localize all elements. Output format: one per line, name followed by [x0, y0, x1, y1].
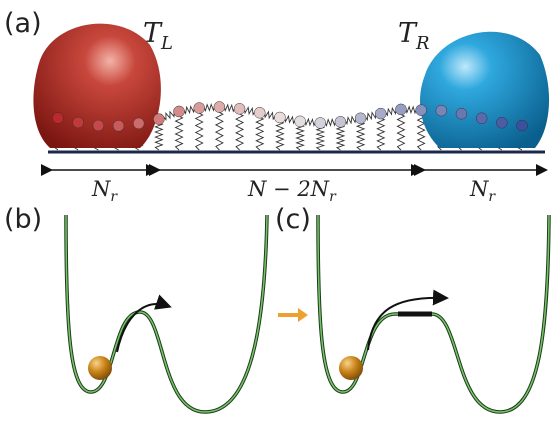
substrate-spring — [235, 108, 245, 151]
panel-label: (c) — [275, 204, 311, 235]
symbol: N — [469, 177, 489, 201]
substrate-spring — [214, 106, 224, 151]
particle — [92, 119, 105, 132]
substrate-spring — [295, 120, 305, 151]
particle — [516, 119, 528, 132]
particle — [395, 103, 407, 116]
particle — [233, 103, 246, 115]
hot-bath — [33, 23, 161, 149]
particle — [294, 115, 306, 128]
particle — [375, 107, 387, 120]
particle — [52, 112, 64, 124]
particle — [314, 117, 327, 129]
potential-highlight — [65, 214, 268, 413]
potential-highlight — [317, 214, 550, 413]
symbol: T — [398, 18, 418, 49]
substrate-spring — [335, 121, 346, 151]
particle — [339, 356, 363, 380]
particle — [253, 107, 266, 119]
particle — [354, 112, 367, 125]
chain — [52, 101, 528, 132]
particle — [88, 356, 112, 380]
segment-label: N − 2Nr — [247, 177, 337, 205]
symbol: N − 2N — [247, 177, 330, 201]
particle — [435, 104, 448, 117]
substrate-spring — [376, 113, 386, 151]
potential — [64, 214, 269, 414]
panel-label: (a) — [4, 8, 42, 39]
segment-label: Nr — [469, 177, 496, 205]
particle — [455, 107, 468, 120]
particle — [173, 105, 185, 118]
temperature-label: TL — [143, 18, 173, 54]
particle — [334, 116, 347, 128]
substrate-spring — [154, 118, 164, 151]
substrate-spring — [255, 112, 265, 151]
particle — [274, 111, 286, 124]
particle — [153, 113, 165, 125]
symbol: N — [91, 177, 111, 201]
substrate-spring — [194, 107, 204, 151]
subscript: r — [110, 189, 118, 205]
subscript: r — [488, 189, 496, 205]
substrate-spring — [275, 117, 285, 151]
substrate-spring — [396, 109, 406, 151]
cold-bath — [420, 31, 550, 148]
arrow-head — [298, 308, 308, 322]
particle — [415, 104, 427, 116]
particle — [213, 101, 226, 113]
particle — [132, 117, 145, 130]
particle — [496, 116, 508, 129]
particle — [112, 120, 125, 132]
transition-arrow — [367, 289, 449, 351]
segment-label: Nr — [91, 177, 118, 205]
particle — [72, 116, 84, 129]
subscript: L — [160, 33, 173, 54]
particle — [193, 102, 205, 114]
substrate-spring — [355, 117, 366, 151]
particle — [475, 112, 488, 125]
subscript: R — [415, 33, 430, 54]
symbol: T — [143, 18, 163, 49]
substrate-spring — [174, 111, 184, 151]
panel-label: (b) — [4, 204, 42, 235]
transition-arrow — [116, 294, 172, 353]
subscript: r — [329, 189, 337, 205]
temperature-label: TR — [398, 18, 430, 54]
